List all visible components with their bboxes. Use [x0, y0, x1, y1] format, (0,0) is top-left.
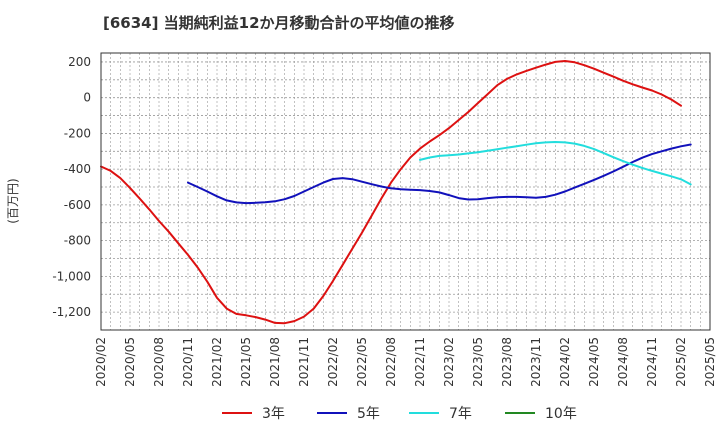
- x-tick-label: 2022/02: [326, 337, 340, 387]
- y-tick-label: 200: [68, 55, 91, 69]
- x-tick-label: 2020/08: [152, 337, 166, 387]
- plot-frame: [100, 52, 711, 331]
- x-tick-label: 2024/02: [558, 337, 572, 387]
- x-tick-label: 2020/11: [181, 337, 195, 387]
- x-tick-label: 2023/11: [529, 337, 543, 387]
- x-tick-label: 2021/08: [268, 337, 282, 387]
- y-axis-label: (百万円): [6, 178, 20, 223]
- y-tick-label: -200: [64, 126, 91, 140]
- series-group: [100, 60, 692, 325]
- x-tick-label: 2021/11: [297, 337, 311, 387]
- x-tick-label: 2024/05: [587, 337, 601, 387]
- x-tick-label: 2023/05: [471, 337, 485, 387]
- legend-label: 10年: [545, 406, 577, 422]
- x-axis-ticks: 2020/02 2020/05 2020/08 2020/11 2021/02 2021/…: [94, 337, 717, 387]
- x-tick-label: 2020/05: [123, 337, 137, 387]
- legend-label: 5年: [357, 406, 380, 422]
- series-line-2: [187, 143, 692, 205]
- x-tick-label: 2024/08: [616, 337, 630, 387]
- y-tick-label: -400: [64, 162, 91, 176]
- series-line-1: [100, 60, 682, 325]
- y-tick-label: -1,000: [52, 269, 91, 283]
- x-tick-label: 2020/02: [94, 337, 108, 387]
- legend-label: 7年: [449, 406, 472, 422]
- x-tick-label: 2025/05: [703, 337, 717, 387]
- x-tick-label: 2025/02: [674, 337, 688, 387]
- x-tick-label: 2022/08: [384, 337, 398, 387]
- x-tick-label: 2021/05: [239, 337, 253, 387]
- chart-title: [6634] 当期純利益12か月移動合計の平均値の推移: [103, 14, 455, 32]
- y-tick-label: -1,200: [52, 305, 91, 319]
- x-tick-label: 2022/11: [413, 337, 427, 387]
- y-tick-label: -800: [64, 234, 91, 248]
- x-tick-label: 2024/11: [645, 337, 659, 387]
- plot-area: [101, 53, 710, 330]
- x-tick-label: 2023/08: [500, 337, 514, 387]
- y-tick-label: -600: [64, 198, 91, 212]
- x-tick-label: 2022/05: [355, 337, 369, 387]
- x-tick-label: 2021/02: [210, 337, 224, 387]
- legend: 3年 5年 7年 10年: [222, 406, 577, 422]
- x-tick-label: 2023/02: [442, 337, 456, 387]
- legend-label: 3年: [262, 406, 285, 422]
- series-line-3: [419, 141, 692, 186]
- y-tick-label: 0: [83, 91, 91, 105]
- y-axis-ticks: 200 0 -200 -400 -600 -800 -1,000 -1,200: [52, 55, 91, 319]
